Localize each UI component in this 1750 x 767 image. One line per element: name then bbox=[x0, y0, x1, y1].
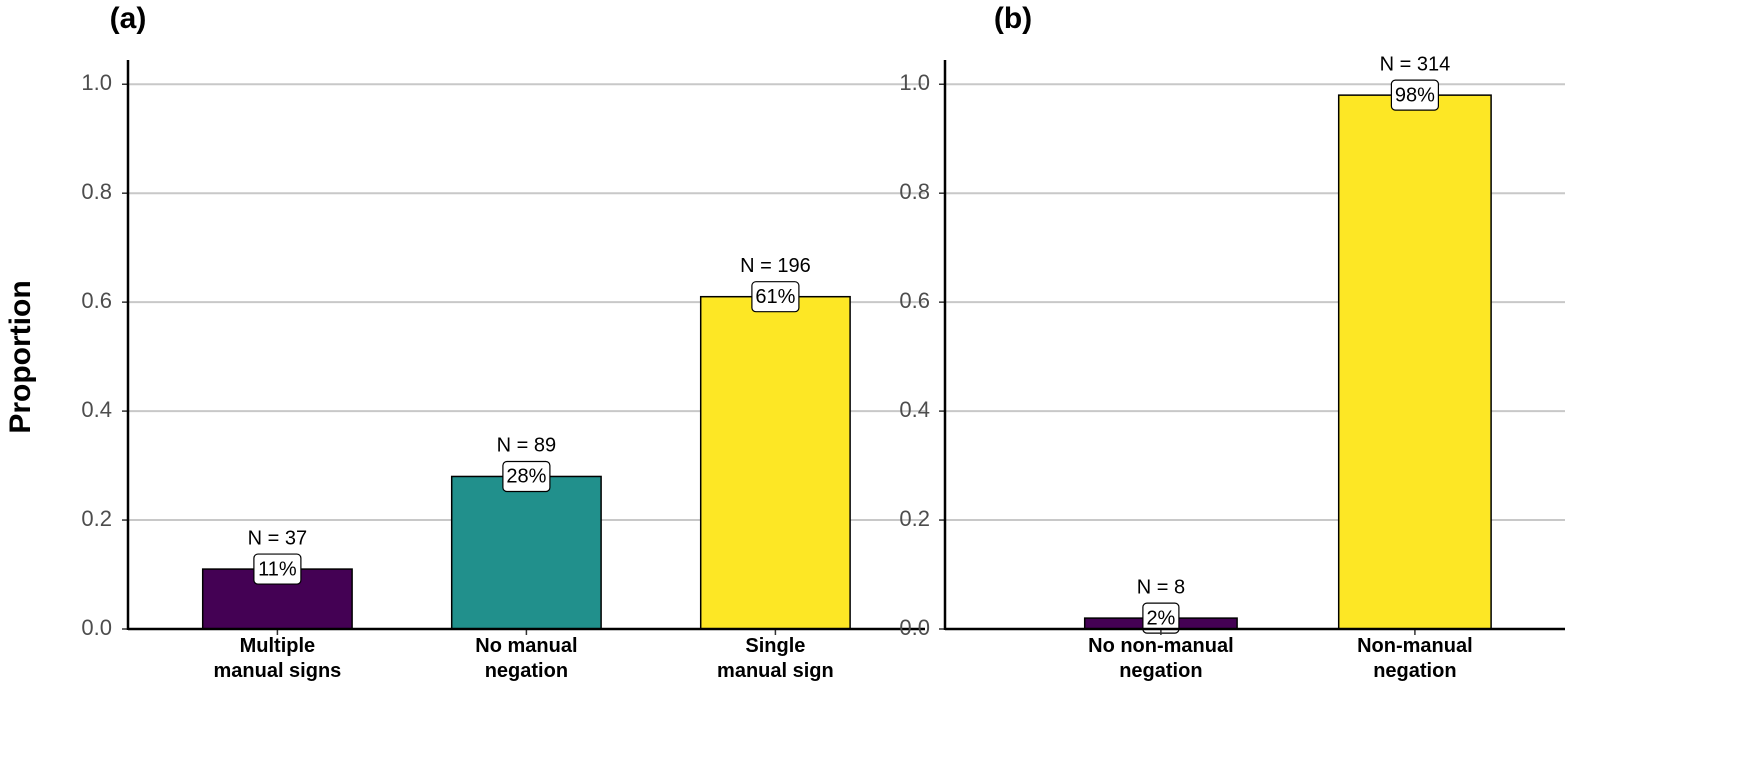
y-tick-label: 1.0 bbox=[81, 70, 112, 95]
x-tick-label: Non-manual negation bbox=[1357, 635, 1473, 682]
count-annotation: N = 89 bbox=[497, 435, 556, 457]
x-tick-label: Single manual sign bbox=[717, 635, 834, 682]
value-label: 28% bbox=[506, 466, 546, 488]
value-label-box bbox=[502, 460, 551, 493]
y-tick-label: 1.0 bbox=[899, 70, 930, 95]
count-annotation: N = 196 bbox=[740, 255, 811, 277]
count-annotation: N = 37 bbox=[248, 527, 307, 549]
y-tick-label: 0.6 bbox=[81, 288, 112, 313]
value-label-box bbox=[751, 281, 800, 313]
value-label: 2% bbox=[1146, 607, 1175, 629]
chart-title: (b) bbox=[994, 2, 1032, 35]
y-tick-label: 0.8 bbox=[81, 179, 112, 204]
y-axis-label: Proportion bbox=[4, 280, 37, 433]
y-tick-label: 0.2 bbox=[81, 506, 112, 531]
y-tick-label: 0.4 bbox=[81, 397, 112, 422]
x-tick-label: No non-manual negation bbox=[1088, 635, 1234, 682]
y-tick-label: 0.0 bbox=[899, 615, 930, 640]
bar bbox=[1337, 94, 1492, 630]
count-annotation: N = 314 bbox=[1380, 53, 1451, 75]
y-tick-label: 0.2 bbox=[899, 506, 930, 531]
y-tick-label: 0.6 bbox=[899, 288, 930, 313]
bar bbox=[450, 475, 602, 630]
value-label: 61% bbox=[755, 286, 795, 308]
value-label-box bbox=[253, 553, 302, 585]
x-tick-label: Multiple manual signs bbox=[213, 635, 341, 682]
bar bbox=[699, 295, 851, 630]
value-label: 11% bbox=[258, 558, 297, 580]
value-label-box bbox=[1390, 79, 1440, 111]
y-tick-label: 0.0 bbox=[81, 615, 112, 640]
value-label: 98% bbox=[1395, 84, 1435, 106]
chart-title: (a) bbox=[110, 2, 147, 35]
x-tick-label: No manual negation bbox=[475, 635, 577, 682]
y-tick-label: 0.4 bbox=[899, 397, 930, 422]
count-annotation: N = 8 bbox=[1137, 576, 1185, 598]
y-tick-label: 0.8 bbox=[899, 179, 930, 204]
